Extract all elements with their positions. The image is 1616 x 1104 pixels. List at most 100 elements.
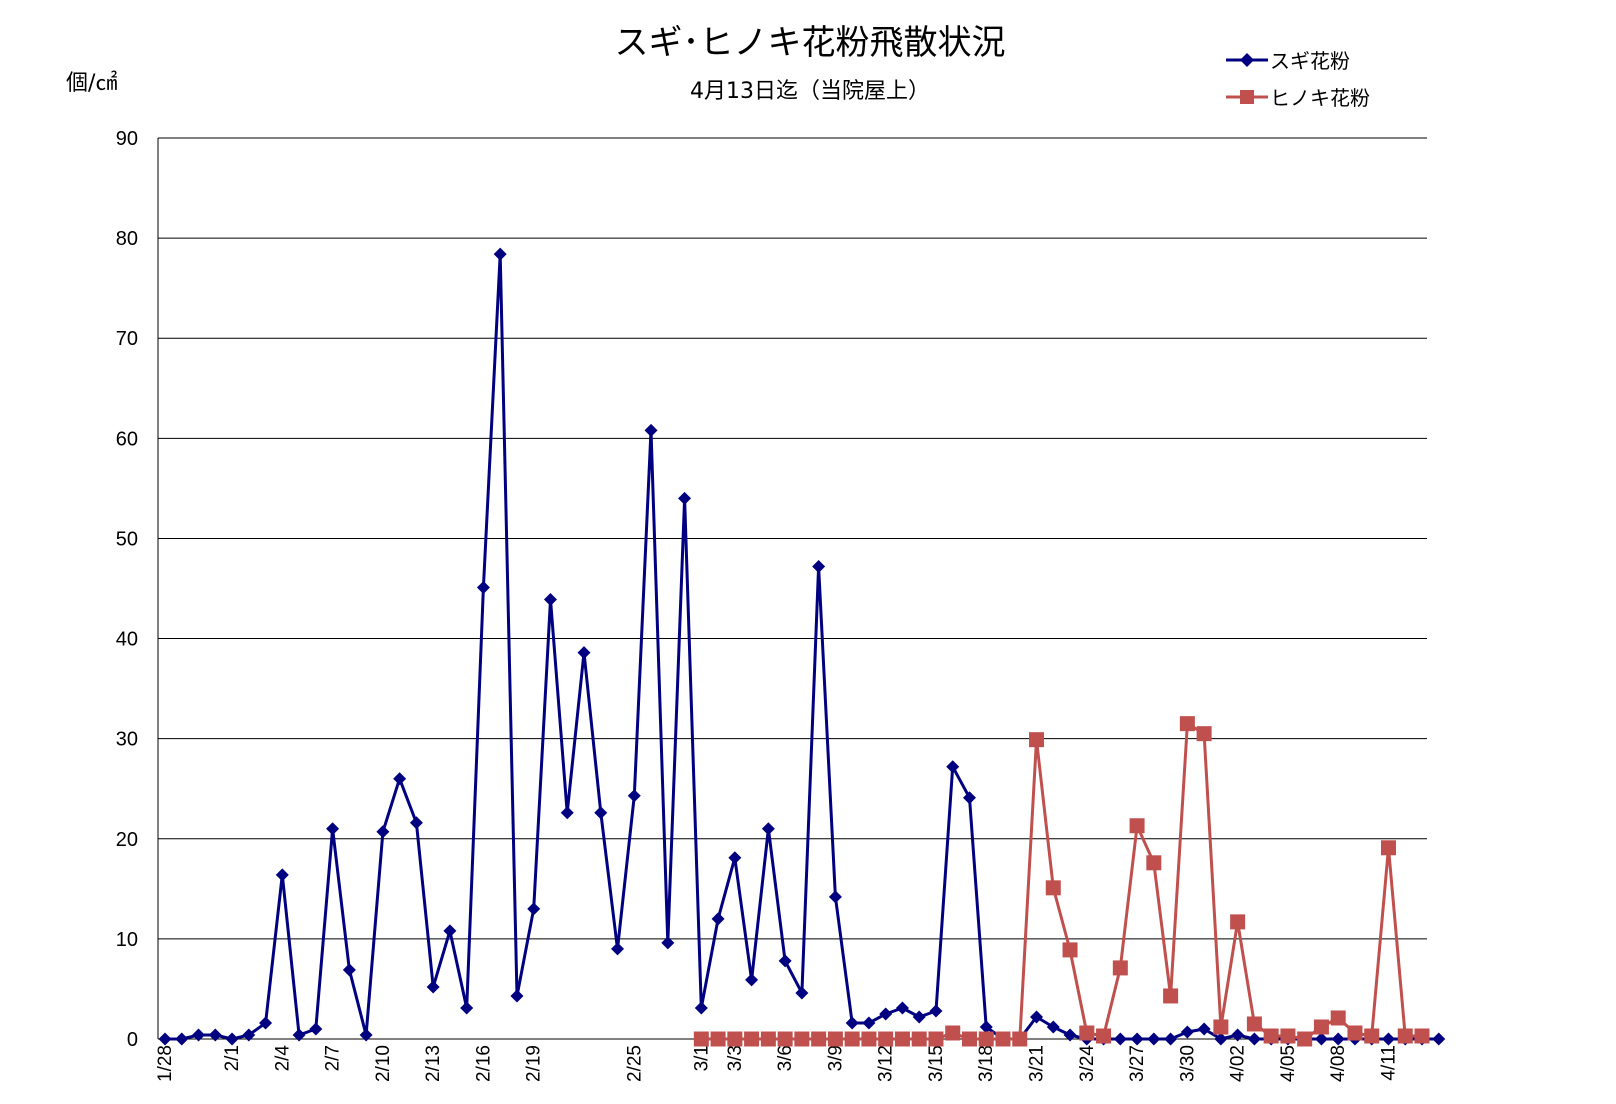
y-tick-label: 30 (116, 729, 138, 751)
data-point-square (945, 1025, 961, 1041)
data-point-diamond (1063, 1028, 1077, 1042)
x-tick-label: 3/30 (1177, 1045, 1198, 1082)
x-tick-labels: 1/28 2/1 2/4 2/7 2/10 2/13 2/16 2/19 2/25 3/1 3/3 3… (155, 1045, 1399, 1082)
data-point-diamond (1046, 1020, 1060, 1034)
data-point-diamond (1180, 1025, 1194, 1039)
data-point-square (811, 1031, 827, 1047)
data-point-square (1414, 1028, 1430, 1044)
data-point-square (1112, 960, 1128, 976)
x-tick-label: 2/13 (423, 1045, 444, 1082)
x-tick-label: 3/1 (691, 1045, 712, 1071)
x-tick-label: 3/3 (725, 1045, 746, 1071)
data-point-square (1146, 855, 1162, 871)
y-tick-label: 70 (116, 328, 138, 350)
legend-label-hinoki: ヒノキ花粉 (1270, 86, 1370, 110)
legend-entry-sugi: スギ花粉 (1226, 49, 1350, 73)
data-point-square (928, 1031, 944, 1047)
data-point-square (1280, 1028, 1296, 1044)
x-tick-label: 1/28 (155, 1045, 176, 1082)
data-point-diamond (795, 986, 809, 1000)
x-tick-label: 2/4 (272, 1045, 293, 1072)
x-tick-label: 2/25 (624, 1045, 645, 1082)
data-point-diamond (1197, 1022, 1211, 1036)
y-tick-label: 80 (116, 228, 138, 250)
legend-marker-hinoki (1240, 90, 1254, 104)
data-point-square (1196, 726, 1212, 742)
data-point-diamond (879, 1007, 893, 1021)
data-point-diamond (192, 1028, 206, 1042)
x-tick-label: 3/9 (825, 1045, 846, 1071)
data-point-diamond (611, 942, 625, 956)
data-point-diamond (1314, 1032, 1328, 1046)
chart-subtitle: 4月13日迄（当院屋上） (690, 79, 930, 104)
x-tick-label: 3/6 (775, 1045, 796, 1071)
data-point-diamond (1030, 1010, 1044, 1024)
data-point-diamond (1331, 1032, 1345, 1046)
data-point-square (1330, 1010, 1346, 1026)
data-point-diamond (326, 822, 340, 836)
data-point-square (1297, 1031, 1313, 1047)
data-point-diamond (527, 902, 541, 916)
data-point-diamond (158, 1032, 172, 1046)
data-point-diamond (812, 559, 826, 573)
data-point-square (1313, 1019, 1329, 1035)
x-tick-label: 3/15 (926, 1045, 947, 1082)
data-point-diamond (644, 423, 658, 437)
series-line (165, 252, 1439, 1041)
data-point-square (1179, 716, 1195, 732)
x-tick-label: 2/19 (524, 1045, 545, 1082)
data-point-diamond (242, 1028, 256, 1042)
data-point-diamond (761, 822, 775, 836)
data-point-diamond (912, 1010, 926, 1024)
y-tick-label: 40 (116, 629, 138, 651)
x-tick-label: 3/24 (1077, 1045, 1098, 1082)
data-point-diamond (862, 1016, 876, 1030)
data-point-square (1380, 840, 1396, 856)
data-point-square (995, 1031, 1011, 1047)
data-point-square (1213, 1019, 1229, 1035)
y-tick-label: 90 (116, 128, 138, 150)
data-point-square (861, 1031, 877, 1047)
data-point-square (827, 1031, 843, 1047)
legend-marker-sugi (1240, 53, 1254, 67)
x-tick-label: 4/02 (1228, 1045, 1249, 1082)
data-point-square (1062, 942, 1078, 958)
y-tick-label: 50 (116, 528, 138, 550)
data-point-square (1029, 732, 1045, 748)
data-point-square (844, 1031, 860, 1047)
data-point-diamond (1247, 1032, 1261, 1046)
data-point-square (1045, 880, 1061, 896)
legend: スギ花粉 ヒノキ花粉 (1226, 49, 1370, 110)
data-point-square (744, 1031, 760, 1047)
data-point-diamond (1130, 1032, 1144, 1046)
data-point-diamond (594, 806, 608, 820)
data-point-square (794, 1031, 810, 1047)
x-tick-label: 2/1 (222, 1045, 243, 1071)
data-point-diamond (1113, 1032, 1127, 1046)
axes (157, 138, 1427, 1040)
data-point-square (1347, 1025, 1363, 1041)
data-point-diamond (828, 890, 842, 904)
x-tick-label: 2/16 (473, 1045, 494, 1082)
legend-entry-hinoki: ヒノキ花粉 (1226, 86, 1370, 110)
x-tick-label: 3/18 (976, 1045, 997, 1082)
y-axis-unit: 個/㎠ (66, 70, 117, 96)
y-tick-label: 10 (116, 929, 138, 951)
data-point-diamond (979, 1020, 993, 1034)
data-point-diamond (493, 247, 507, 261)
data-point-diamond (292, 1028, 306, 1042)
data-point-diamond (560, 806, 574, 820)
data-point-square (978, 1031, 994, 1047)
x-tick-label: 3/27 (1127, 1045, 1148, 1082)
data-point-diamond (175, 1032, 189, 1046)
data-point-diamond (1147, 1032, 1161, 1046)
series-hinoki (693, 716, 1430, 1047)
data-point-square (1246, 1016, 1262, 1032)
data-point-diamond (409, 816, 423, 830)
x-tick-label: 3/21 (1027, 1045, 1048, 1082)
data-point-square (727, 1031, 743, 1047)
data-point-square (1079, 1025, 1095, 1041)
data-point-diamond (1432, 1032, 1446, 1046)
data-point-diamond (208, 1028, 222, 1042)
chart-title: スギ･ヒノキ花粉飛散状況 (615, 23, 1006, 63)
